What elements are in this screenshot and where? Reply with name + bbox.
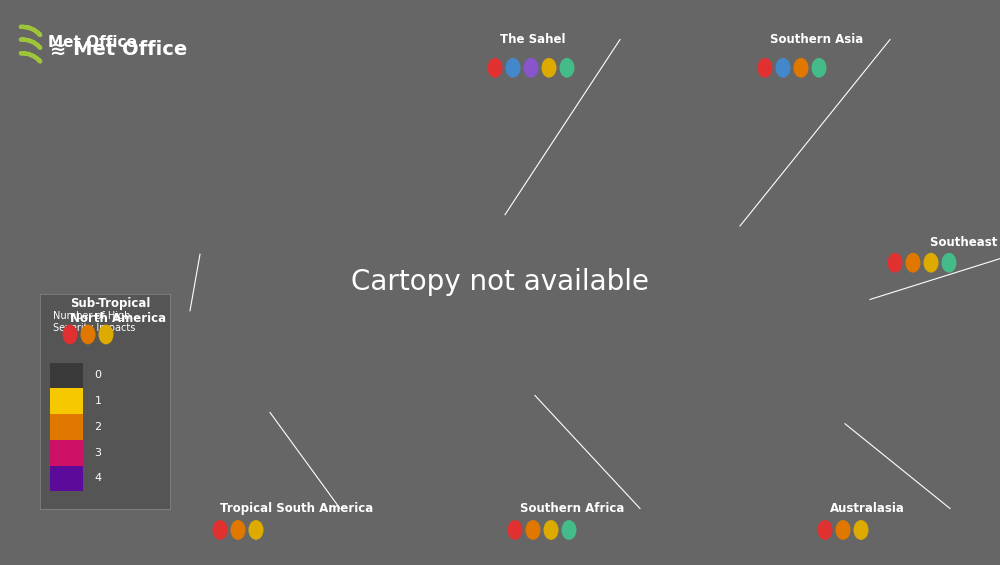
Text: Number of High
Severity Impacts: Number of High Severity Impacts bbox=[53, 311, 135, 333]
Ellipse shape bbox=[508, 520, 522, 540]
FancyArrowPatch shape bbox=[21, 27, 40, 35]
Ellipse shape bbox=[506, 58, 520, 78]
Ellipse shape bbox=[924, 253, 938, 272]
Text: Sub-Tropical
North America: Sub-Tropical North America bbox=[70, 297, 166, 325]
Text: 0: 0 bbox=[95, 371, 102, 380]
Text: ≋ Met Office: ≋ Met Office bbox=[50, 40, 187, 59]
Bar bbox=[50, 388, 83, 414]
Bar bbox=[50, 414, 83, 440]
Text: Cartopy not available: Cartopy not available bbox=[351, 268, 649, 297]
Text: Tropical South America: Tropical South America bbox=[220, 502, 373, 515]
Ellipse shape bbox=[99, 324, 114, 345]
FancyArrowPatch shape bbox=[21, 53, 40, 62]
FancyArrowPatch shape bbox=[21, 40, 40, 48]
Ellipse shape bbox=[212, 520, 228, 540]
Ellipse shape bbox=[488, 58, 503, 78]
Ellipse shape bbox=[230, 520, 246, 540]
Bar bbox=[50, 440, 83, 466]
Ellipse shape bbox=[836, 520, 850, 540]
Bar bbox=[50, 466, 83, 492]
Ellipse shape bbox=[812, 58, 826, 78]
Bar bbox=[50, 363, 83, 388]
Text: Southeast Asia: Southeast Asia bbox=[930, 236, 1000, 250]
Text: 4: 4 bbox=[95, 473, 102, 484]
Ellipse shape bbox=[942, 253, 957, 272]
Ellipse shape bbox=[758, 58, 772, 78]
Ellipse shape bbox=[526, 520, 540, 540]
Text: Met Office: Met Office bbox=[48, 35, 137, 50]
Ellipse shape bbox=[854, 520, 868, 540]
Ellipse shape bbox=[562, 520, 576, 540]
Ellipse shape bbox=[62, 324, 78, 345]
Text: 3: 3 bbox=[95, 447, 102, 458]
Ellipse shape bbox=[818, 520, 832, 540]
Ellipse shape bbox=[544, 520, 558, 540]
Ellipse shape bbox=[524, 58, 538, 78]
Ellipse shape bbox=[248, 520, 264, 540]
Ellipse shape bbox=[888, 253, 902, 272]
Text: 2: 2 bbox=[95, 422, 102, 432]
Text: The Sahel: The Sahel bbox=[500, 33, 566, 46]
Text: Southern Asia: Southern Asia bbox=[770, 33, 863, 46]
Text: Southern Africa: Southern Africa bbox=[520, 502, 624, 515]
Text: Australasia: Australasia bbox=[830, 502, 905, 515]
Ellipse shape bbox=[794, 58, 808, 78]
Ellipse shape bbox=[81, 324, 96, 345]
Text: 1: 1 bbox=[95, 396, 102, 406]
Ellipse shape bbox=[906, 253, 920, 272]
Ellipse shape bbox=[560, 58, 574, 78]
Ellipse shape bbox=[541, 58, 556, 78]
Ellipse shape bbox=[776, 58, 790, 78]
